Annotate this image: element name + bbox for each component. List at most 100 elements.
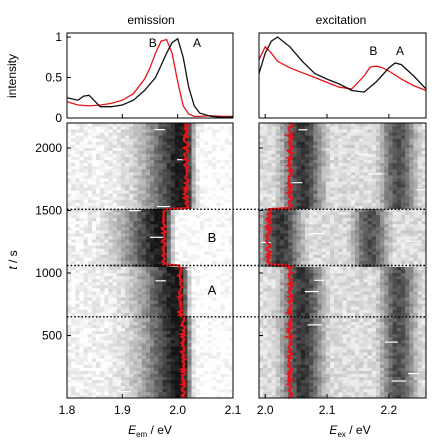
heatmap-cell [145, 333, 151, 338]
heatmap-cell [183, 327, 188, 332]
heatmap-cell [187, 138, 192, 142]
heatmap-cell [183, 352, 188, 356]
heatmap-cell [195, 343, 201, 347]
heatmap-cell [388, 358, 393, 362]
heatmap-cell [141, 309, 147, 313]
heatmap-cell [162, 171, 167, 176]
heatmap-cell [133, 214, 138, 219]
heatmap-cell [158, 168, 163, 173]
heatmap-cell [67, 385, 72, 390]
heatmap-cell [275, 327, 281, 332]
heatmap-cell [367, 385, 373, 390]
heatmap-cell [154, 214, 159, 219]
heatmap-cell [392, 330, 398, 335]
heatmap-cell [174, 306, 180, 310]
heatmap-cell [417, 318, 423, 323]
heatmap-cell [71, 138, 76, 142]
heatmap-cell [313, 349, 318, 353]
heatmap-cell [199, 288, 205, 292]
heatmap-cell [170, 361, 176, 365]
heatmap-cell [355, 352, 360, 356]
heatmap-cell [166, 239, 172, 243]
heatmap-cell [199, 382, 205, 387]
heatmap-cell [158, 162, 163, 167]
heatmap-cell [96, 181, 101, 185]
heatmap-cell [199, 272, 205, 277]
heatmap-cell [87, 324, 93, 329]
heatmap-cell [133, 367, 138, 371]
heatmap-cell [259, 373, 264, 378]
heatmap-cell [145, 233, 151, 237]
heatmap-cell [87, 135, 93, 139]
heatmap-cell [275, 339, 281, 344]
heatmap-cell [203, 168, 209, 173]
heatmap-cell [409, 315, 414, 319]
heatmap-cell [96, 339, 101, 344]
heatmap-cell [191, 346, 197, 350]
heatmap-cell [170, 245, 176, 249]
heatmap-cell [228, 123, 234, 127]
heatmap-cell [284, 312, 289, 316]
heatmap-cell [220, 220, 226, 225]
heatmap-cell [199, 251, 205, 255]
heatmap-cell [67, 129, 72, 133]
heatmap-cell [158, 291, 163, 295]
heatmap-cell [409, 391, 414, 396]
heatmap-cell [421, 370, 427, 374]
heatmap-cell [150, 190, 155, 194]
heatmap-cell [96, 312, 101, 316]
heatmap-cell [79, 132, 84, 136]
heatmap-cell [133, 291, 138, 295]
heatmap-cell [100, 367, 105, 371]
heatmap-cell [300, 364, 306, 368]
heatmap-cell [75, 288, 80, 292]
heatmap-cell [174, 236, 180, 240]
heatmap-cell [228, 294, 234, 298]
heatmap-cell [388, 330, 393, 335]
heatmap-cell [158, 171, 163, 176]
heatmap-cell [125, 193, 130, 197]
heatmap-cell [162, 385, 167, 390]
heatmap-cell [120, 346, 126, 350]
heatmap-cell [375, 358, 381, 362]
heatmap-cell [96, 349, 101, 353]
heatmap-cell [112, 208, 118, 213]
heatmap-cell [129, 321, 134, 326]
heatmap-cell [325, 303, 331, 307]
heatmap-cell [120, 306, 126, 310]
heatmap-cell [199, 236, 205, 240]
heatmap-cell [91, 165, 97, 170]
heatmap-cell [179, 291, 184, 295]
heatmap-cell [75, 141, 80, 145]
heatmap-cell [133, 318, 138, 323]
heatmap-cell [380, 309, 385, 313]
heatmap-cell [400, 385, 406, 390]
heatmap-cell [216, 269, 221, 274]
heatmap-cell [338, 330, 343, 335]
heatmap-cell [158, 220, 163, 225]
heatmap-cell [179, 174, 184, 179]
heatmap-cell [267, 361, 272, 365]
heatmap-cell [145, 309, 151, 313]
heatmap-cell [375, 330, 381, 335]
heatmap-cell [267, 376, 272, 381]
heatmap-cell [216, 278, 221, 283]
heatmap-cell [174, 367, 180, 371]
heatmap-cell [187, 343, 192, 347]
heatmap-cell [75, 306, 80, 310]
heatmap-cell [195, 321, 201, 326]
heatmap-cell [263, 376, 268, 381]
heatmap-cell [137, 223, 143, 228]
heatmap-cell [125, 233, 130, 237]
heatmap-cell [75, 330, 80, 335]
heatmap-cell [129, 257, 134, 261]
heatmap-cell [83, 153, 89, 158]
heatmap-cell [79, 281, 84, 286]
heatmap-cell [116, 260, 122, 264]
heatmap-cell [166, 336, 172, 341]
heatmap-cell [212, 190, 217, 194]
heatmap-cell [125, 217, 130, 222]
heatmap-cell [208, 318, 213, 323]
heatmap-cell [267, 373, 272, 378]
heatmap-cell [392, 306, 398, 310]
